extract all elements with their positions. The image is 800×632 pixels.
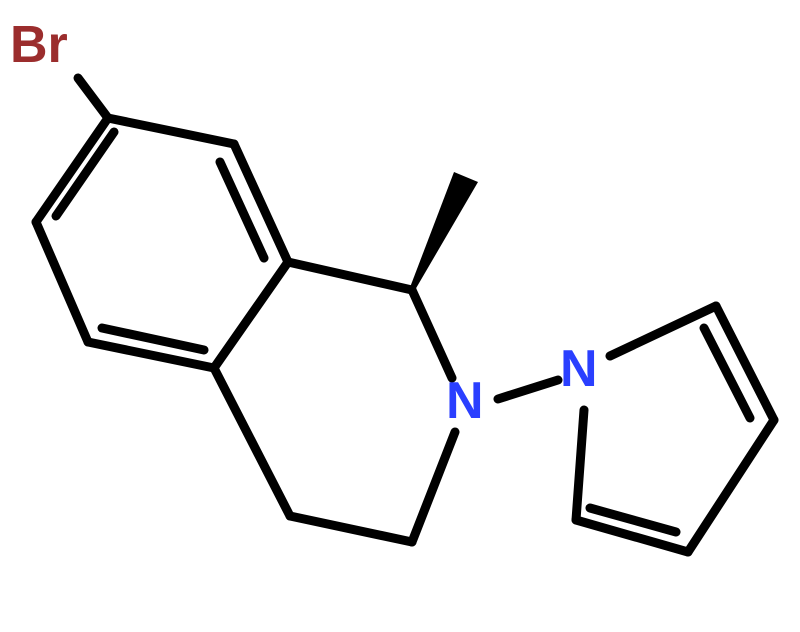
n1-atom: N — [446, 372, 484, 430]
n-n-bond — [498, 380, 558, 399]
wedge-bond — [409, 172, 478, 290]
br-bond — [78, 78, 108, 118]
right-ring — [576, 306, 774, 552]
molecule-diagram: Br N N — [0, 0, 800, 632]
fused-ring — [214, 262, 455, 542]
br-atom: Br — [10, 16, 68, 74]
n2-atom: N — [560, 340, 598, 398]
benzene-ring — [36, 118, 288, 368]
